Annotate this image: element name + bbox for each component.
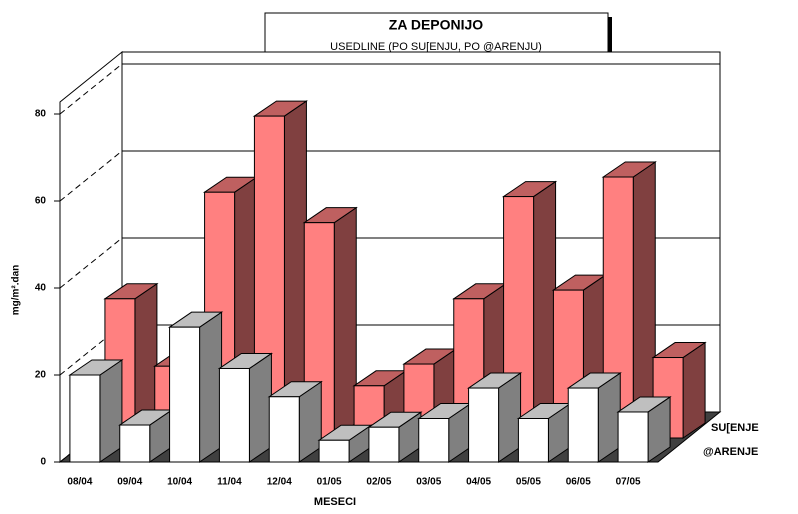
- bar-front: [119, 424, 151, 463]
- x-tick-label: 06/05: [566, 477, 591, 488]
- bar: [601, 161, 657, 439]
- bar-side: [333, 206, 357, 439]
- y-tick-label: 80: [35, 109, 47, 120]
- legend-label: @ARENJE: [703, 446, 758, 458]
- x-tick-label: 02/05: [366, 477, 391, 488]
- x-axis-label: MESECI: [314, 496, 356, 508]
- bar: [267, 380, 323, 463]
- bar-front: [169, 326, 201, 463]
- bar: [167, 311, 224, 463]
- x-tick-label: 10/04: [167, 477, 192, 488]
- x-tick-label: 04/05: [466, 477, 491, 488]
- x-tick-label: 08/04: [67, 477, 92, 488]
- legend-label: SU[ENJE: [711, 422, 759, 434]
- bar-front: [517, 418, 549, 463]
- bar-side: [248, 352, 272, 463]
- x-tick-label: 09/04: [117, 477, 142, 488]
- x-tick-label: 12/04: [267, 477, 292, 488]
- bar: [516, 402, 573, 463]
- chart-subtitle: USEDLINE (PO SU[ENJU, PO @ARENJU): [330, 41, 542, 53]
- grid-line: [59, 237, 123, 289]
- bar-front: [268, 396, 300, 463]
- bar-front: [368, 426, 400, 463]
- bar: [217, 352, 274, 463]
- y-axis-label: mg/m².dan: [11, 265, 22, 316]
- bar-side: [199, 311, 223, 463]
- grid-line: [59, 324, 123, 376]
- bar: [417, 402, 473, 463]
- y-tick-label: 60: [35, 196, 47, 207]
- bar-front: [69, 374, 101, 463]
- bar-side: [682, 341, 706, 439]
- bar-front: [567, 387, 599, 463]
- bar: [317, 424, 373, 463]
- bar: [367, 411, 423, 463]
- bar-front: [617, 411, 649, 463]
- bar-side: [99, 359, 123, 463]
- bar-side: [533, 180, 557, 439]
- x-tick-label: 05/05: [516, 477, 541, 488]
- bar-front: [418, 418, 450, 463]
- x-tick-label: 11/04: [217, 477, 242, 488]
- x-tick-label: 03/05: [416, 477, 441, 488]
- x-tick-label: 01/05: [317, 477, 342, 488]
- grid-line: [59, 63, 123, 115]
- bar-front: [318, 439, 350, 463]
- bar-front: [468, 387, 500, 463]
- bar: [466, 372, 523, 463]
- y-tick-label: 40: [35, 283, 47, 294]
- x-tick-label: 07/05: [616, 477, 641, 488]
- bar: [68, 359, 124, 463]
- bar: [566, 372, 622, 463]
- y-tick-label: 20: [35, 370, 47, 381]
- chart-title: ZA DEPONIJO: [389, 17, 483, 33]
- y-tick-label: 0: [40, 457, 46, 468]
- grid-line: [59, 150, 123, 202]
- title-shadow: [608, 17, 612, 64]
- bar-front: [218, 367, 250, 463]
- bar: [616, 396, 672, 463]
